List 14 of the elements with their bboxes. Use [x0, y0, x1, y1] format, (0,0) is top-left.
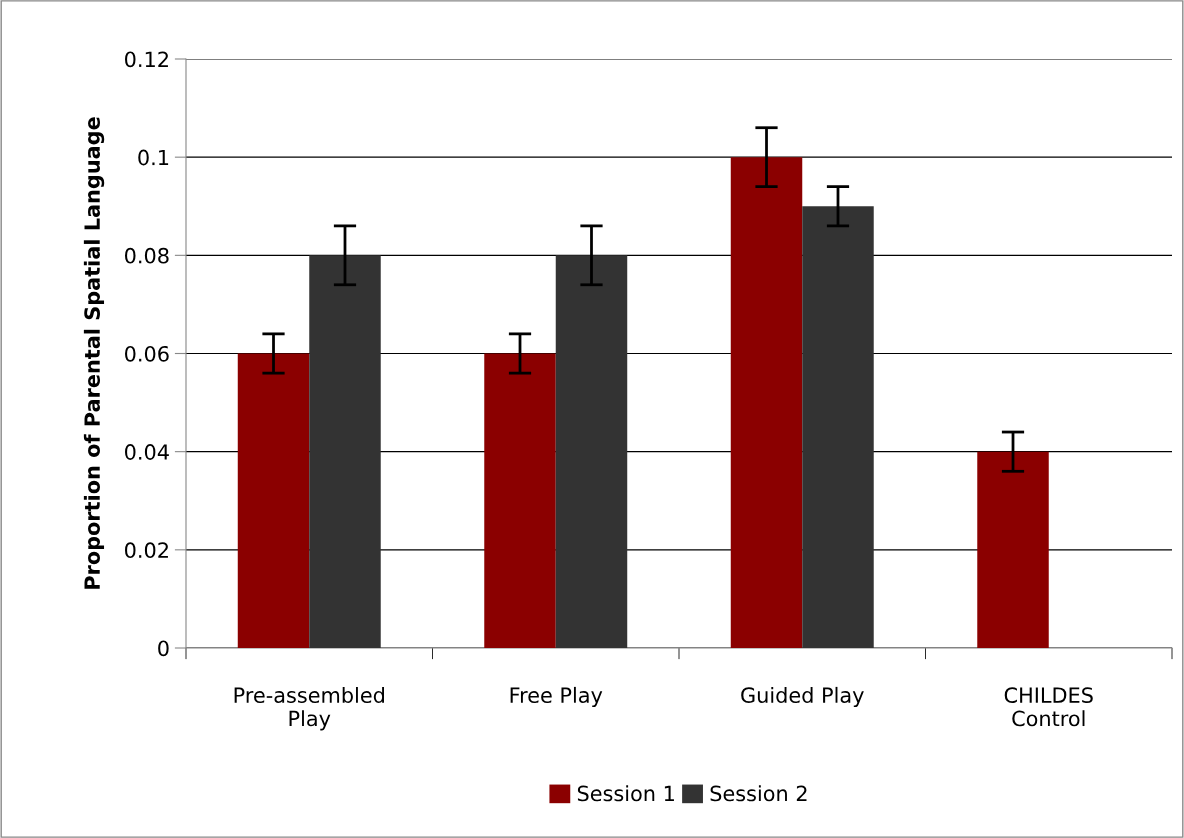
- legend-label: Session 2: [710, 785, 807, 802]
- y-tick-label: 0: [158, 640, 169, 657]
- y-tick-label: 0.12: [125, 51, 168, 68]
- y-tick-label: 0.1: [138, 149, 169, 166]
- x-tick-label: Pre-assembled Play: [234, 686, 384, 731]
- x-tick-label: Free Play: [510, 686, 603, 708]
- y-tick-label: 0.06: [125, 345, 169, 362]
- x-tick-label: Guided Play: [741, 686, 864, 708]
- y-tick-label: 0.08: [125, 247, 169, 264]
- y-tick-label: 0.04: [125, 444, 169, 460]
- y-tick-label: 0.02: [125, 542, 168, 559]
- legend-label: Session 1: [577, 785, 674, 802]
- y-axis-title: Proportion of Parental Spatial Language: [83, 117, 105, 589]
- x-tick-label: CHILDES Control: [1004, 687, 1093, 727]
